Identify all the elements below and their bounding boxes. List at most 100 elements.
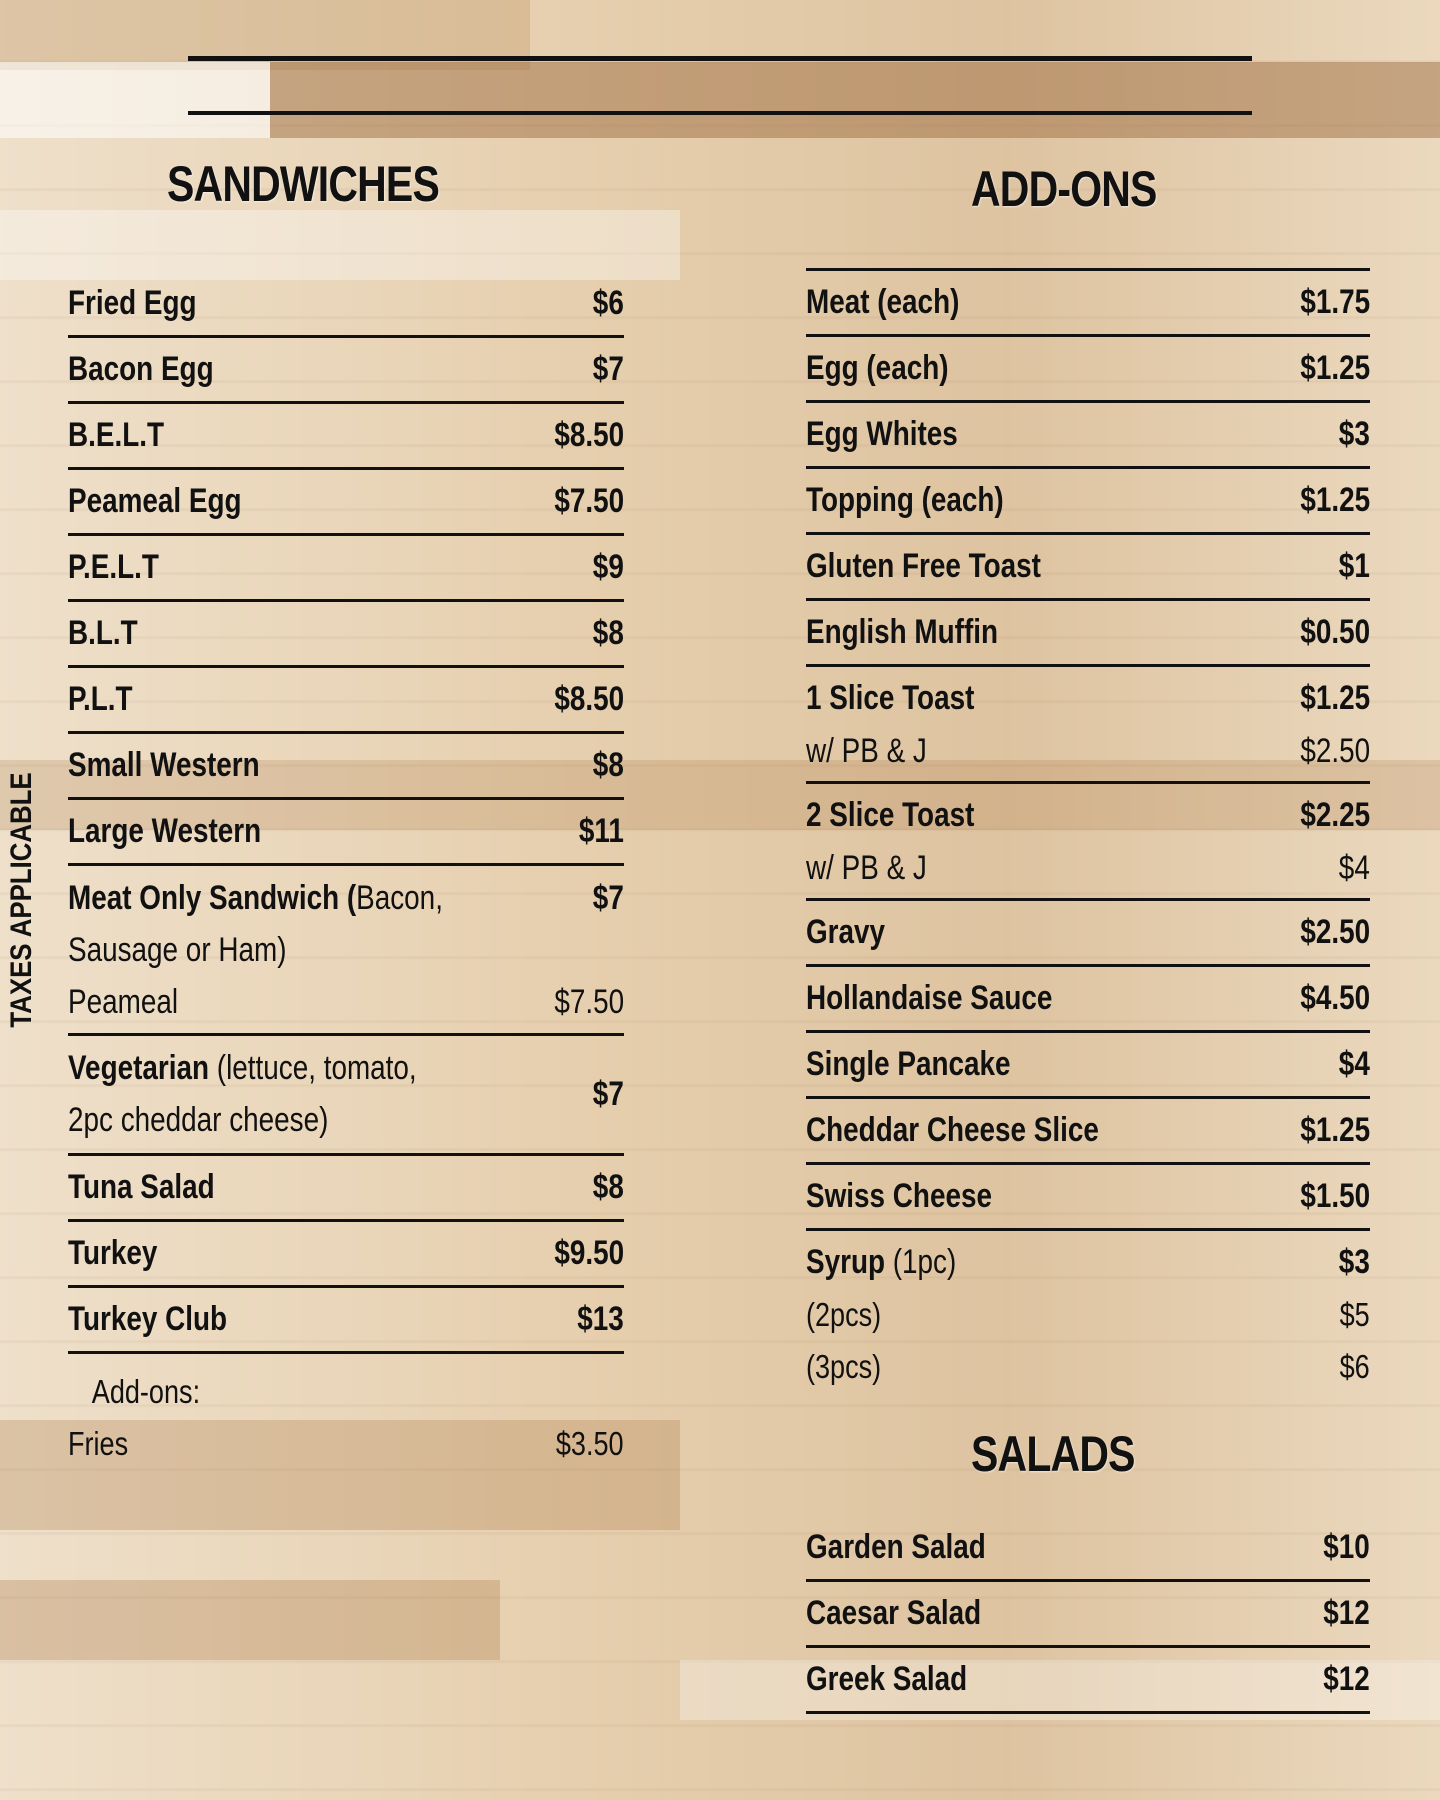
item-name: Turkey	[68, 1234, 158, 1272]
item-name: Small Western	[68, 746, 260, 784]
item-price: $8.50	[554, 416, 624, 454]
toast2-opt-name: w/ PB & J	[806, 848, 927, 887]
item-price: $4	[1338, 1045, 1370, 1083]
item-price: $1.25	[1300, 481, 1370, 519]
menu-row-b-e-l-t: B.E.L.T $8.50	[68, 404, 624, 470]
vegetarian-detail-1: (lettuce, tomato,	[216, 1049, 417, 1087]
syrup-opt2-name: (2pcs)	[806, 1296, 882, 1333]
item-price: $0.50	[1300, 613, 1370, 651]
item-price: $8.50	[554, 680, 624, 718]
menu-row-single-pancake: Single Pancake $4	[806, 1033, 1370, 1099]
menu-row-egg-whites: Egg Whites $3	[806, 403, 1370, 469]
menu-row-gluten-free-toast: Gluten Free Toast $1	[806, 535, 1370, 601]
item-price: $1.75	[1300, 283, 1370, 321]
syrup-price: $3	[1338, 1242, 1370, 1281]
menu-row-p-l-t: P.L.T $8.50	[68, 668, 624, 734]
syrup-detail: (1pc)	[892, 1242, 957, 1281]
toast1-option: w/ PB & J $2.50	[806, 725, 1370, 777]
item-name: Swiss Cheese	[806, 1177, 992, 1215]
item-name: Topping (each)	[806, 481, 1004, 519]
menu-row-tuna-salad: Tuna Salad $8	[68, 1156, 624, 1222]
vegetarian-text: Vegetarian (lettuce, tomato, 2pc cheddar…	[68, 1043, 493, 1147]
item-name: Single Pancake	[806, 1045, 1011, 1083]
addons-label: Add-ons:	[91, 1373, 201, 1410]
salads-list: Garden Salad $10 Caesar Salad $12 Greek Sala…	[806, 1516, 1370, 1714]
menu-row-caesar-salad: Caesar Salad $12	[806, 1582, 1370, 1648]
menu-row-turkey: Turkey $9.50	[68, 1222, 624, 1288]
item-name: P.L.T	[68, 680, 133, 718]
wood-plank	[0, 1580, 500, 1660]
item-price: $11	[579, 812, 624, 850]
menu-row-greek-salad: Greek Salad $12	[806, 1648, 1370, 1714]
item-price: $12	[1323, 1660, 1370, 1698]
toast2-price: $2.25	[1300, 795, 1370, 834]
meat-only-name: Meat Only Sandwich (	[68, 878, 357, 917]
item-price: $8	[592, 746, 624, 784]
addons-list: Meat (each) $1.75 Egg (each) $1.25 Egg White…	[806, 268, 1370, 1393]
item-price: $4.50	[1300, 979, 1370, 1017]
wood-plank	[0, 62, 270, 138]
toast1-price: $1.25	[1300, 678, 1370, 717]
menu-row-cheddar-cheese-slice: Cheddar Cheese Slice $1.25	[806, 1099, 1370, 1165]
item-name: Gravy	[806, 913, 886, 951]
menu-row-p-e-l-t: P.E.L.T $9	[68, 536, 624, 602]
vegetarian-detail-2: 2pc cheddar cheese)	[68, 1101, 329, 1139]
vegetarian-name: Vegetarian	[68, 1049, 210, 1087]
addons-heading: ADD-ONS	[971, 161, 1157, 217]
menu-row-1-slice-toast: 1 Slice Toast $1.25 w/ PB & J $2.50	[806, 667, 1370, 784]
sandwiches-list: Fried Egg $6 Bacon Egg $7 B.E.L.T $8.50 Peamea…	[68, 272, 624, 1470]
header-rule-top	[188, 56, 1252, 61]
item-price: $8	[592, 614, 624, 652]
syrup-block: Syrup (1pc) $3 (2pcs) $5 (3pcs) $6	[806, 1231, 1370, 1393]
item-name: B.L.T	[68, 614, 138, 652]
syrup-opt2: (2pcs) $5	[806, 1289, 1370, 1341]
addons-label-row: Add-ons:	[68, 1366, 624, 1418]
syrup-opt3: (3pcs) $6	[806, 1341, 1370, 1393]
menu-row-2-slice-toast: 2 Slice Toast $2.25 w/ PB & J $4	[806, 784, 1370, 901]
item-name: Egg (each)	[806, 349, 949, 387]
toast1-opt-name: w/ PB & J	[806, 731, 927, 770]
meat-only-option-price: $7.50	[554, 982, 624, 1021]
toast2-option: w/ PB & J $4	[806, 842, 1370, 894]
salads-heading: SALADS	[971, 1426, 1135, 1482]
item-name: Bacon Egg	[68, 350, 214, 388]
header-rule-bottom	[188, 111, 1252, 115]
menu-row-meat-each: Meat (each) $1.75	[806, 268, 1370, 337]
menu-row-meat-only: Meat Only Sandwich (Bacon, Sausage or Ha…	[68, 866, 624, 1036]
menu-row-peameal-egg: Peameal Egg $7.50	[68, 470, 624, 536]
item-name: B.E.L.T	[68, 416, 165, 454]
item-name: Peameal Egg	[68, 482, 242, 520]
menu-row-gravy: Gravy $2.50	[806, 901, 1370, 967]
fries-price: $3.50	[556, 1425, 624, 1462]
menu-row-hollandaise-sauce: Hollandaise Sauce $4.50	[806, 967, 1370, 1033]
meat-only-name-line: Meat Only Sandwich (Bacon,	[68, 879, 443, 918]
item-name: Greek Salad	[806, 1660, 968, 1698]
item-name: Turkey Club	[68, 1300, 228, 1338]
syrup-name-line: Syrup (1pc)	[806, 1243, 956, 1282]
toast1-name: 1 Slice Toast	[806, 678, 975, 717]
item-name: Gluten Free Toast	[806, 547, 1041, 585]
item-price: $12	[1323, 1594, 1370, 1632]
item-price: $13	[577, 1300, 624, 1338]
menu-row-fried-egg: Fried Egg $6	[68, 272, 624, 338]
wood-plank	[0, 760, 1440, 830]
sandwich-addons: Add-ons: Fries $3.50	[68, 1366, 624, 1470]
meat-only-detail-1: Bacon,	[356, 878, 443, 917]
menu-row-b-l-t: B.L.T $8	[68, 602, 624, 668]
item-name: P.E.L.T	[68, 548, 159, 586]
vegetarian-price: $7	[592, 1075, 624, 1113]
item-price: $1.50	[1300, 1177, 1370, 1215]
item-price: $1.25	[1300, 349, 1370, 387]
meat-only-option-name: Peameal	[68, 982, 179, 1021]
toast2-name: 2 Slice Toast	[806, 795, 975, 834]
item-price: $1.25	[1300, 1111, 1370, 1149]
meat-only-price: $7	[592, 878, 624, 917]
item-price: $6	[592, 284, 624, 322]
meat-only-prices: $7 $7.50	[539, 872, 624, 1028]
toast1-opt-price: $2.50	[1300, 731, 1370, 770]
meat-only-text: Meat Only Sandwich (Bacon, Sausage or Ha…	[68, 872, 525, 1028]
menu-row-egg-each: Egg (each) $1.25	[806, 337, 1370, 403]
item-price: $2.50	[1300, 913, 1370, 951]
vegetarian-name-line: Vegetarian (lettuce, tomato,	[68, 1049, 417, 1088]
syrup-name: Syrup	[806, 1242, 886, 1281]
